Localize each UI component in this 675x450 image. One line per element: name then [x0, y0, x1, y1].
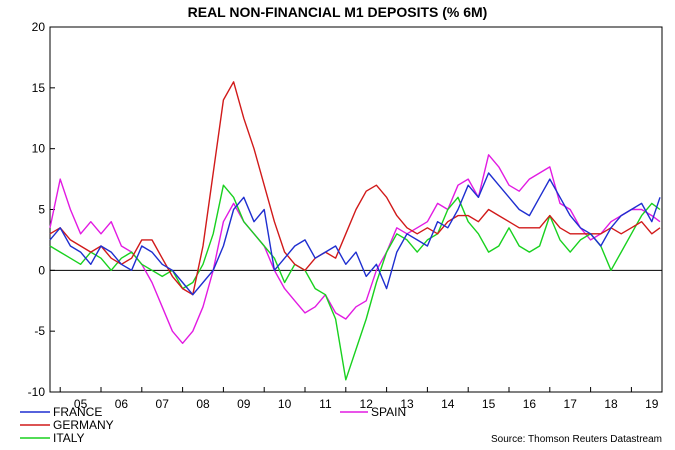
x-tick-label: 06 [115, 397, 129, 411]
legend-label: FRANCE [53, 405, 102, 419]
x-axis: 05 06 07 08 09 10 11 12 13 14 15 16 17 18 19 [59, 387, 659, 411]
chart-title: REAL NON-FINANCIAL M1 DEPOSITS (% 6M) [187, 4, 488, 20]
legend-label: ITALY [53, 431, 85, 445]
legend-label: GERMANY [53, 418, 114, 432]
y-tick-label: 10 [32, 142, 46, 156]
x-tick-label: 13 [400, 397, 414, 411]
legend-item-spain: SPAIN [340, 405, 406, 419]
source-note: Source: Thomson Reuters Datastream [491, 434, 662, 445]
x-tick-label: 10 [278, 397, 292, 411]
y-tick-label: -10 [28, 385, 46, 399]
series-lines [49, 81, 661, 381]
y-tick-label: 0 [38, 263, 45, 277]
legend-item-france: FRANCE [20, 405, 102, 419]
x-tick-label: 09 [237, 397, 251, 411]
x-tick-label: 18 [604, 397, 618, 411]
x-tick-label: 15 [482, 397, 496, 411]
legend-item-italy: ITALY [20, 431, 85, 445]
x-tick-label: 19 [645, 397, 659, 411]
x-tick-label: 16 [523, 397, 537, 411]
legend-item-germany: GERMANY [20, 418, 114, 432]
x-tick-label: 17 [564, 397, 578, 411]
y-axis: -10 -5 0 5 10 15 20 [28, 20, 55, 399]
series-line-germany [49, 81, 661, 296]
x-tick-label: 11 [319, 397, 332, 411]
y-tick-label: 5 [38, 203, 45, 217]
x-tick-label: 14 [441, 397, 455, 411]
legend-label: SPAIN [371, 405, 406, 419]
y-tick-label: 20 [32, 20, 46, 34]
x-tick-label: 05 [74, 397, 88, 411]
y-tick-label: 15 [32, 81, 46, 95]
series-line-italy [49, 184, 661, 381]
y-tick-label: -5 [34, 324, 45, 338]
x-tick-label: 08 [196, 397, 210, 411]
series-line-france [49, 172, 661, 296]
x-tick-label: 12 [360, 397, 374, 411]
series-line-spain [49, 154, 661, 344]
x-tick-label: 07 [156, 397, 170, 411]
